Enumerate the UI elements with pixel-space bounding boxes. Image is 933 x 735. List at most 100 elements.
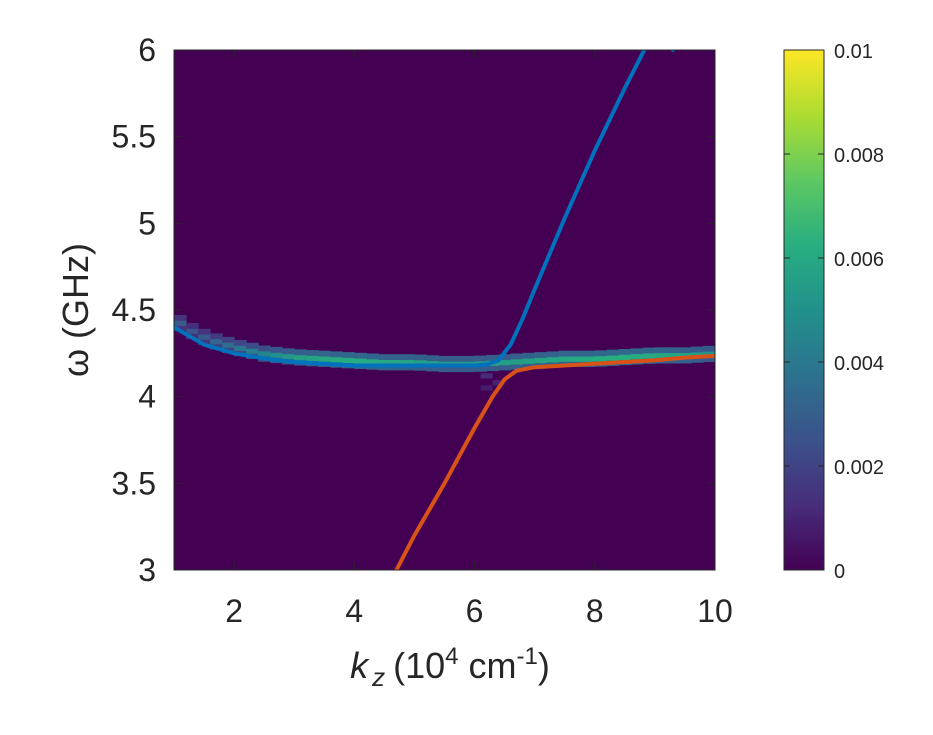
heatmap-cell-59 — [402, 354, 416, 360]
heatmap-cell-86 — [510, 353, 524, 360]
heatmap-cell-91 — [534, 357, 548, 364]
heatmap-cell-26 — [270, 346, 283, 353]
series-line-1 — [394, 353, 715, 570]
heatmap-cell-75 — [474, 365, 488, 372]
heatmap-cell-95 — [546, 351, 560, 358]
colorbar — [784, 50, 824, 570]
colorbar-tick-label-5: 0.01 — [834, 41, 873, 63]
heatmap-cell-34 — [306, 355, 319, 362]
y-tick-label-2: 4 — [138, 379, 156, 415]
x-axis-title-exp1: 4 — [445, 643, 458, 670]
heatmap-cell-104 — [582, 350, 596, 357]
heatmap-cell-87 — [522, 363, 536, 370]
heatmap-cell-49 — [366, 358, 379, 365]
heatmap-cell-64 — [426, 360, 440, 367]
x-tick-label-3: 8 — [586, 593, 604, 629]
heatmap-cell-44 — [342, 352, 355, 358]
heatmap-cell-28 — [282, 353, 295, 360]
heatmap-cell-101 — [570, 350, 584, 357]
heatmap-cell-62 — [414, 354, 428, 361]
heatmap-cell-84 — [510, 363, 524, 370]
heatmap-cell-110 — [606, 349, 620, 356]
heatmap-cell-118 — [642, 352, 656, 359]
heatmap-cell-55 — [390, 359, 404, 366]
heatmap-cell-109 — [606, 354, 620, 361]
heatmap-cell-46 — [354, 358, 367, 364]
heatmap-cell-14 — [222, 336, 235, 343]
colorbar-ticks: 0 0.002 0.004 0.006 0.008 0.01 — [783, 41, 884, 583]
heatmap-cell-31 — [294, 354, 307, 361]
heatmap-cell-43 — [342, 357, 355, 364]
x-tick-label-2: 6 — [466, 593, 484, 629]
y-tick-label-3: 4.5 — [112, 292, 156, 328]
colorbar-tick-label-4: 0.008 — [834, 145, 884, 167]
heatmap-cell-58 — [402, 359, 416, 366]
heatmap-cell-94 — [546, 356, 560, 363]
heatmap-cell-119 — [642, 347, 656, 354]
heatmap-cell-137 — [480, 385, 493, 391]
heatmap-cell-92 — [534, 352, 548, 358]
heatmap-cell-54 — [390, 364, 404, 371]
x-tick-label-4: 10 — [697, 593, 733, 629]
heatmap-cell-113 — [618, 349, 632, 355]
colorbar-frame — [783, 49, 825, 571]
heatmap-cell-127 — [678, 352, 692, 359]
heatmap-cell-135 — [480, 373, 493, 379]
heatmap-cell-8 — [198, 328, 211, 335]
heatmap-cell-65 — [426, 355, 440, 362]
heatmap-cell-112 — [618, 354, 632, 360]
colorbar-tick-label-3: 0.006 — [834, 249, 884, 271]
heatmap-cell-22 — [258, 350, 271, 357]
y-tick-label-0: 3 — [138, 552, 156, 588]
heatmap-cell-35 — [306, 350, 319, 356]
heatmap-cell-17 — [234, 339, 247, 346]
heatmap-cell-61 — [414, 359, 428, 366]
x-axis-title-close: ) — [538, 645, 550, 686]
heatmap-cell-11 — [210, 333, 223, 340]
heatmap-cell-132 — [702, 356, 715, 363]
heatmap-cell-13 — [222, 342, 235, 348]
heatmap-cell-80 — [486, 354, 500, 361]
heatmap-cell-98 — [558, 350, 572, 357]
y-tick-label-1: 3.5 — [112, 465, 156, 501]
heatmap-cell-133 — [702, 351, 715, 357]
heatmap-cell-115 — [630, 353, 644, 360]
x-axis-title-open: (10 — [393, 645, 445, 686]
y-axis-title: ω (GHz) — [55, 243, 96, 377]
heatmap-cell-100 — [570, 355, 584, 362]
heatmap-cell-6 — [198, 339, 211, 345]
heatmap-cell-23 — [258, 345, 271, 352]
x-axis-title-exp2: -1 — [517, 643, 538, 670]
heatmap-cell-82 — [498, 359, 512, 366]
heatmap-cell-19 — [246, 347, 259, 354]
heatmap-cell-4 — [186, 328, 199, 334]
heatmap-cell-81 — [498, 364, 512, 371]
plot-area — [174, 50, 715, 570]
heatmap-cell-129 — [690, 356, 704, 363]
x-axis-title-base: k — [350, 645, 370, 686]
series-line-0 — [174, 50, 675, 368]
heatmap-cell-89 — [522, 352, 536, 359]
heatmap-cell-78 — [486, 365, 500, 372]
heatmap-cell-77 — [474, 355, 488, 362]
heatmap-cell-53 — [378, 354, 391, 360]
heatmap-cell-50 — [366, 353, 379, 360]
heatmap-cell-66 — [438, 366, 452, 373]
heatmap-cell-126 — [678, 357, 692, 364]
y-tick-label-5: 5.5 — [112, 119, 156, 155]
heatmap-cell-85 — [510, 358, 524, 365]
x-axis-title-sub: z — [371, 662, 385, 692]
x-tick-label-1: 4 — [345, 593, 363, 629]
series-lines — [174, 50, 715, 570]
colorbar-tick-label-1: 0.002 — [834, 457, 884, 479]
heatmap-cell-130 — [690, 351, 704, 358]
heatmap-cell-5 — [186, 323, 199, 329]
heatmap-cell-51 — [378, 364, 391, 371]
y-tick-label-4: 5 — [138, 205, 156, 241]
heatmap-cell-124 — [666, 352, 680, 359]
colorbar-tick-label-0: 0 — [834, 561, 845, 583]
heatmap-cell-7 — [198, 333, 211, 340]
heatmap-cell-88 — [522, 358, 536, 364]
heatmap-cell-1 — [174, 320, 187, 326]
heatmap-cell-71 — [450, 355, 464, 362]
